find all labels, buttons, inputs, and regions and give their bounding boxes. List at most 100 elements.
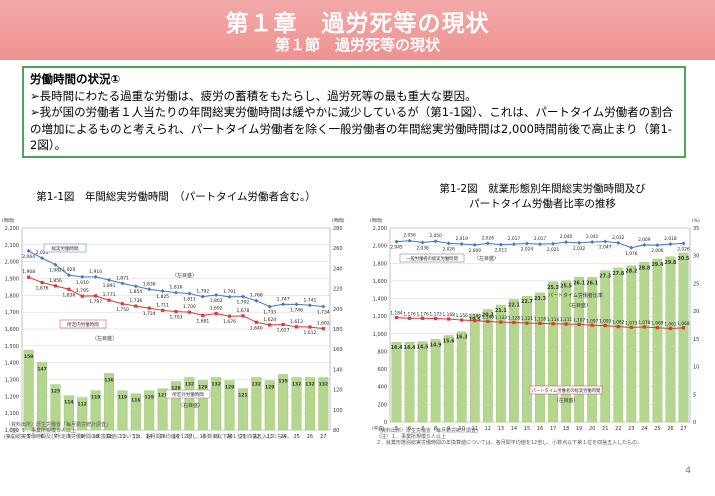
right-tick-label: 10 xyxy=(693,365,699,371)
series-value-label: 1,746 xyxy=(290,307,303,313)
left-tick-label: 2,000 xyxy=(373,244,387,250)
series-value-label: 1,168 xyxy=(443,312,456,318)
series-value-label: 1,128 xyxy=(508,316,521,322)
chart-1-1-note: （注）１．事業所規模５人以上 xyxy=(6,428,77,434)
series-value-label: 2,019 xyxy=(456,236,469,242)
right-tick-label: 260 xyxy=(333,246,343,252)
summary-bullet-1: ➢長時間にわたる過重な労働は、疲労の蓄積をもたらし、過労死等の最も重大な要因。 xyxy=(30,88,477,103)
series-point xyxy=(603,324,607,328)
series-value-label: 1,061 xyxy=(664,321,677,327)
x-tick-label: 7 xyxy=(421,426,424,432)
right-tick-label: 0 xyxy=(693,420,696,426)
left-tick-label: 600 xyxy=(377,367,387,373)
series-value-label: 1,118 xyxy=(534,316,547,322)
left-tick-label: 1,300 xyxy=(5,378,19,384)
series-point xyxy=(551,241,556,246)
summary-heading: 労働時間の状況① xyxy=(30,72,121,86)
series-value-label: 2,032 xyxy=(573,246,586,252)
bar-value-label: 14.4 xyxy=(404,345,416,351)
series-point xyxy=(241,314,245,318)
bar xyxy=(144,390,155,431)
x-tick-label: 23 xyxy=(628,426,634,432)
bar-value-label: 135 xyxy=(278,378,287,384)
legend-general-label: 一般労働者の総実労働時間 xyxy=(406,255,458,262)
chart-1-1: 2,200 2,100 2,000 1,900 1,800 1,700 1,600 1,500… xyxy=(2,218,345,440)
bar xyxy=(304,377,315,431)
bar-value-label: 28.8 xyxy=(638,265,650,271)
series-point xyxy=(161,308,165,312)
legend-box-general xyxy=(399,253,465,263)
bar-value-label: 119 xyxy=(91,395,100,401)
series-point xyxy=(407,238,412,243)
right-tick-label: 25 xyxy=(693,281,699,287)
bar xyxy=(535,292,545,423)
right-tick-label: 280 xyxy=(333,226,343,232)
bar-value-label: 132 xyxy=(252,381,261,387)
series-point xyxy=(214,311,218,316)
series-value-label: 1,982 xyxy=(49,268,62,274)
legend-left-note-2: （左目盛） xyxy=(92,335,117,342)
bar-value-label: 21.1 xyxy=(495,308,507,314)
series-value-label: 2,036 xyxy=(416,245,429,251)
left-tick-label: 1,400 xyxy=(5,361,19,367)
series-point xyxy=(499,320,503,324)
x-tick-label: 7 xyxy=(54,434,57,440)
series-point xyxy=(294,325,299,329)
series-value-label: 2,017 xyxy=(508,236,521,242)
section-title: 第１節 過労死等の現状 xyxy=(274,36,440,54)
series-value-label: 1,107 xyxy=(573,317,586,323)
series-value-label: 1,624 xyxy=(263,317,276,323)
x-tick-label: 11 xyxy=(472,426,478,432)
left-tick-label: 1,600 xyxy=(373,279,387,285)
series-value-label: 1,121 xyxy=(521,316,534,322)
series-point xyxy=(681,326,686,330)
series-value-label: 2,056 xyxy=(403,233,416,239)
x-tick-label: 13 xyxy=(133,434,139,440)
right-tick-label: 160 xyxy=(333,347,343,353)
page-number: 4 xyxy=(685,466,691,476)
series-point xyxy=(681,241,686,246)
series-value-label: 1,692 xyxy=(210,306,223,312)
bar xyxy=(130,393,141,431)
bar-value-label: 121 xyxy=(238,393,247,399)
series-point xyxy=(460,318,464,322)
bar xyxy=(495,304,506,423)
series-value-label: 1,976 xyxy=(625,251,638,257)
series-point xyxy=(27,275,31,279)
x-tick-label: 27 xyxy=(680,426,686,432)
bar-value-label: 26.1 xyxy=(573,280,585,286)
series-point xyxy=(254,298,259,303)
series-point xyxy=(227,314,232,318)
right-tick-label: 30 xyxy=(693,254,699,260)
left-axis-unit: (時間) xyxy=(370,218,383,224)
x-tick-label: 15 xyxy=(524,426,530,432)
series-value-label: 1,082 xyxy=(612,320,625,326)
series-value-label: 1,184 xyxy=(390,311,403,317)
series-point xyxy=(134,304,138,308)
series-value-label: 1,111 xyxy=(560,317,573,323)
series-point xyxy=(200,294,205,299)
series-value-label: 2,026 xyxy=(443,246,456,252)
bar-value-label: 26.1 xyxy=(586,280,598,286)
bar xyxy=(264,380,275,431)
x-tick-label: 9 xyxy=(447,426,450,432)
chart-1-1-title: 第1-1図 年間総実労働時間 （パートタイム労働者含む。） xyxy=(36,191,316,203)
legend-total-label: 総実労働時間 xyxy=(52,245,79,252)
left-tick-label: 1,800 xyxy=(373,261,387,267)
series-point xyxy=(107,298,111,302)
bar-value-label: 20.3 xyxy=(482,312,494,318)
series-value-label: 2,026 xyxy=(482,235,495,241)
x-tick-label: 14 xyxy=(146,434,152,440)
series-point xyxy=(616,324,620,329)
x-tick-label: 27 xyxy=(320,434,326,440)
series-value-label: 1,910 xyxy=(89,269,102,275)
series-value-label: 1,173 xyxy=(429,312,442,318)
series-point xyxy=(564,240,569,245)
series-point xyxy=(80,294,84,298)
x-tick-label: 22 xyxy=(615,426,621,432)
series-value-label: 1,791 xyxy=(223,289,236,295)
bar xyxy=(157,388,168,431)
right-tick-label: 240 xyxy=(333,266,343,272)
left-tick-label: 0 xyxy=(384,420,387,426)
series-value-label: 1,640 xyxy=(250,325,263,331)
